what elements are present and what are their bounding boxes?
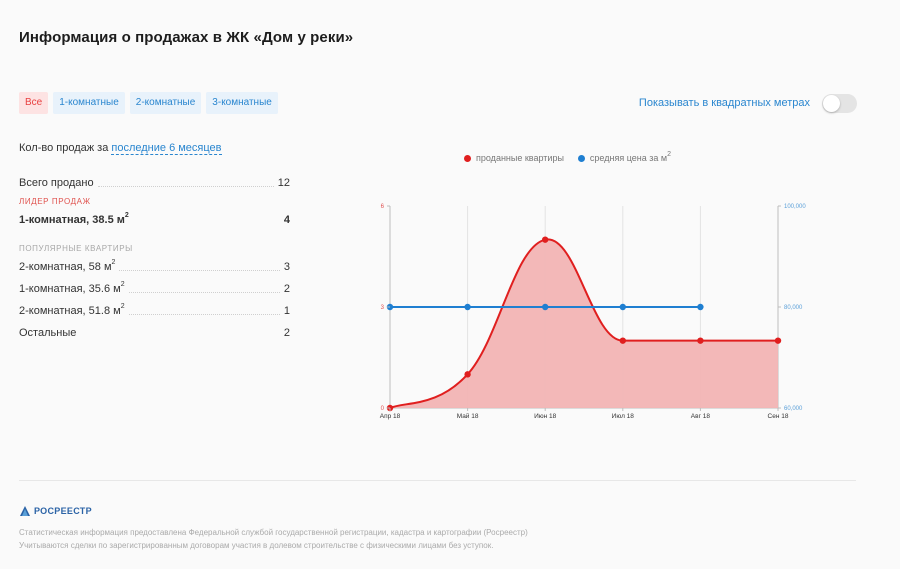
y-right-tick-label: 80,000 — [784, 305, 803, 311]
footer-note-2: Учитываются сделки по зарегистрированным… — [19, 541, 494, 550]
period-prefix: Кол-во продаж за — [19, 142, 109, 154]
y-left-tick-label: 3 — [381, 305, 385, 311]
legend-dot-red — [464, 154, 471, 162]
y-left-tick-label: 6 — [381, 204, 385, 210]
period-line: Кол-во продаж за последние 6 месяцев — [19, 142, 222, 155]
stat-other-row: Остальные 2 — [19, 327, 290, 339]
price-point — [464, 303, 471, 311]
stat-popular-label: 1-комнатная, 35.6 м2 — [19, 281, 125, 295]
dotted-leader — [128, 314, 280, 315]
stat-popular-label: 2-комнатная, 51.8 м2 — [19, 303, 125, 317]
dotted-leader — [119, 270, 280, 271]
legend-label-sold: проданные квартиры — [476, 153, 564, 163]
dotted-leader — [133, 223, 280, 224]
legend-dot-blue — [577, 154, 585, 162]
legend-item-sold[interactable]: проданные квартиры — [464, 153, 564, 163]
filter-all[interactable]: Все — [19, 92, 49, 114]
popular-caption: Популярные квартиры — [19, 244, 133, 253]
sold-point — [464, 371, 471, 378]
y-right-tick-label: 100,000 — [784, 204, 806, 210]
sold-point — [697, 337, 704, 344]
sales-stats: Всего продано 12 Лидер продаж 1-комнатна… — [19, 177, 290, 349]
stat-leader-value: 4 — [283, 214, 290, 226]
stat-total-row: Всего продано 12 — [19, 177, 290, 189]
filter-2-room[interactable]: 2-комнатные — [129, 92, 202, 114]
chart-legend: проданные квартиры средняя цена за м2 — [464, 151, 671, 163]
stat-leader-row: 1-комнатная, 38.5 м2 4 — [19, 212, 290, 226]
stat-other-value: 2 — [283, 327, 290, 339]
leader-caption: Лидер продаж — [19, 197, 91, 206]
stat-total-value: 12 — [277, 177, 290, 189]
filter-1-room[interactable]: 1-комнатные — [53, 92, 125, 114]
x-tick-label: Июл 18 — [612, 413, 635, 420]
sqm-toggle-switch[interactable] — [822, 94, 857, 113]
dotted-leader — [97, 186, 274, 187]
stat-popular-label: 2-комнатная, 58 м2 — [19, 259, 116, 273]
x-tick-label: Май 18 — [457, 412, 479, 420]
rosreestr-logo: РОСРЕЕСТР — [19, 505, 92, 517]
x-tick-label: Апр 18 — [380, 413, 401, 420]
sold-point — [774, 337, 782, 344]
logo-text: РОСРЕЕСТР — [34, 506, 92, 516]
legend-item-price[interactable]: средняя цена за м2 — [577, 151, 671, 163]
x-tick-label: Сен 18 — [768, 413, 789, 420]
stat-popular-value: 3 — [283, 261, 290, 273]
stat-popular-row: 2-комнатная, 51.8 м2 1 — [19, 303, 290, 317]
price-point — [697, 303, 704, 311]
price-point — [542, 303, 549, 311]
price-point — [619, 303, 626, 311]
stat-popular-row: 1-комнатная, 35.6 м2 2 — [19, 281, 290, 295]
y-left-tick-label: 0 — [381, 406, 385, 412]
legend-label-price: средняя цена за м2 — [589, 151, 671, 163]
stat-popular-value: 2 — [283, 283, 290, 295]
footer-divider — [19, 480, 856, 481]
sqm-toggle-label[interactable]: Показывать в квадратных метрах — [638, 97, 810, 109]
stat-popular-value: 1 — [283, 305, 290, 317]
footer-note-1: Статистическая информация предоставлена … — [19, 528, 528, 537]
stat-leader-label: 1-комнатная, 38.5 м2 — [19, 212, 129, 226]
stat-other-label: Остальные — [19, 327, 77, 339]
x-tick-label: Авг 18 — [691, 413, 711, 420]
dotted-leader — [128, 292, 280, 293]
sold-point — [619, 337, 626, 344]
page-title: Информация о продажах в ЖК «Дом у реки» — [19, 29, 354, 46]
sold-point — [542, 236, 549, 243]
sales-chart: 0 3 6 60,000 80,000 100,000 Апр 18 Май 18 Июн 18… — [380, 204, 807, 420]
period-link[interactable]: последние 6 месяцев — [111, 142, 222, 155]
rosreestr-emblem-icon — [20, 506, 30, 516]
dotted-leader — [80, 336, 280, 337]
sold-area — [390, 239, 778, 408]
stat-total-label: Всего продано — [19, 177, 94, 189]
toggle-knob — [823, 95, 840, 112]
x-tick-label: Июн 18 — [534, 413, 557, 420]
room-filter-tabs: Все 1-комнатные 2-комнатные 3-комнатные — [19, 92, 278, 114]
stat-popular-row: 2-комнатная, 58 м2 3 — [19, 259, 290, 273]
filter-3-room[interactable]: 3-комнатные — [206, 92, 278, 114]
y-right-tick-label: 60,000 — [784, 406, 803, 412]
